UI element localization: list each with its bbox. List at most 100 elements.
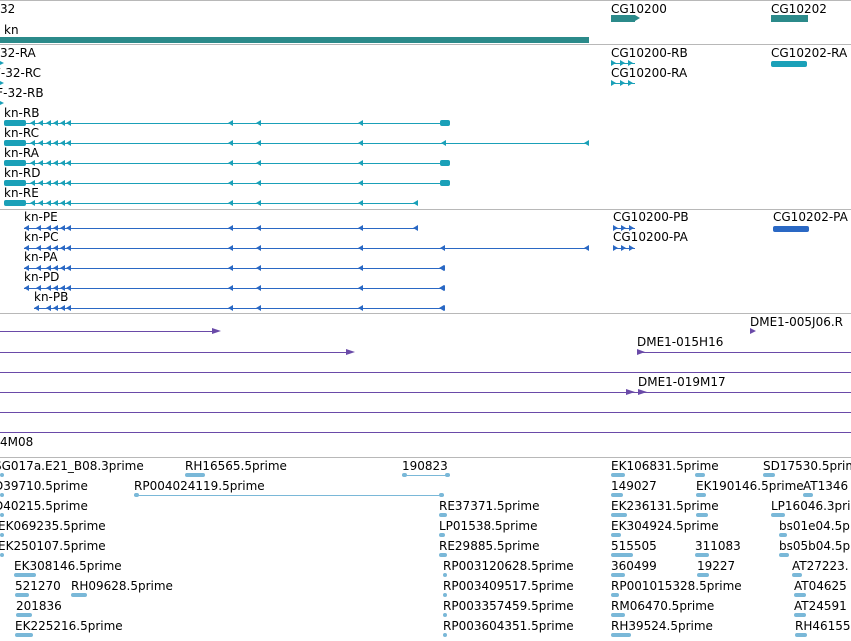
transcript-label[interactable]: kn-RA (4, 146, 39, 160)
transcript-exon[interactable] (4, 120, 26, 126)
transcript-label[interactable]: kn-RD (4, 166, 41, 180)
est-label[interactable]: EK250107.5prime (0, 539, 106, 553)
est-label[interactable]: RH46155 (795, 619, 851, 633)
transcript-intron[interactable] (4, 123, 450, 124)
clone-label[interactable]: 4M08 (0, 435, 34, 449)
protein-intron[interactable] (34, 308, 444, 309)
est-label[interactable]: RH39524.5prime (611, 619, 713, 633)
protein-intron[interactable] (24, 248, 589, 249)
clone-line[interactable] (0, 392, 851, 393)
clone-label[interactable]: DME1-005J06.R (750, 315, 844, 329)
est-feature[interactable] (71, 593, 87, 597)
est-feature[interactable] (443, 593, 447, 597)
est-label[interactable]: RH09628.5prime (71, 579, 173, 593)
est-feature[interactable] (611, 513, 627, 517)
transcript-intron[interactable] (4, 203, 418, 204)
est-feature[interactable] (134, 493, 139, 497)
protein-label[interactable]: kn-PB (34, 290, 69, 304)
est-label[interactable]: 190823 (402, 459, 448, 473)
gene-feature[interactable] (611, 15, 635, 22)
transcript-exon[interactable] (771, 61, 807, 67)
est-label[interactable]: EK225216.5prime (15, 619, 123, 633)
est-label[interactable]: AT27223. (792, 559, 849, 573)
est-label[interactable]: RP004024119.5prime (134, 479, 265, 493)
est-feature[interactable] (696, 513, 708, 517)
transcript-exon[interactable] (440, 120, 450, 126)
protein-label[interactable]: CG10202-PA (773, 210, 848, 224)
est-feature[interactable] (0, 473, 4, 477)
est-feature[interactable] (443, 613, 447, 617)
est-feature[interactable] (779, 553, 789, 557)
protein-intron[interactable] (24, 268, 444, 269)
transcript-exon[interactable] (440, 180, 450, 186)
protein-label[interactable]: kn-PA (24, 250, 58, 264)
est-label[interactable]: RP001015328.5prime (611, 579, 742, 593)
gene-label[interactable]: 32 (0, 2, 16, 16)
est-label[interactable]: RM06470.5prime (611, 599, 715, 613)
est-label[interactable]: AT04625 (794, 579, 847, 593)
est-label[interactable]: SG017a.E21_B08.3prime (0, 459, 144, 473)
est-feature[interactable] (611, 533, 621, 537)
est-label[interactable]: EK069235.5prime (0, 519, 106, 533)
transcript-label[interactable]: AF-32-RB (0, 86, 44, 100)
est-feature[interactable] (611, 573, 625, 577)
gene-feature[interactable] (771, 15, 808, 22)
clone-line[interactable] (0, 432, 851, 433)
protein-intron[interactable] (24, 288, 444, 289)
transcript-label[interactable]: 32-RA (0, 46, 36, 60)
protein-intron[interactable] (24, 228, 418, 229)
est-feature[interactable] (611, 633, 631, 637)
est-label[interactable]: RP003604351.5prime (443, 619, 574, 633)
clone-line[interactable] (0, 372, 851, 373)
est-label[interactable]: 521270 (15, 579, 61, 593)
est-label[interactable]: SD17530.5prime (763, 459, 851, 473)
est-feature[interactable] (0, 513, 4, 517)
est-feature[interactable] (185, 473, 205, 477)
transcript-exon[interactable] (4, 200, 26, 206)
transcript-label[interactable]: F-32-RC (0, 66, 41, 80)
est-label[interactable]: EK190146.5prime (696, 479, 804, 493)
est-feature[interactable] (0, 493, 4, 497)
est-label[interactable]: RP003120628.5prime (443, 559, 574, 573)
est-label[interactable]: LP16046.3prime (771, 499, 851, 513)
est-label[interactable]: bs01e04.5p (779, 519, 850, 533)
est-label[interactable]: AT1346 (803, 479, 849, 493)
gene-label[interactable]: CG10202 (771, 2, 827, 16)
est-feature[interactable] (795, 633, 807, 637)
est-label[interactable]: 515505 (611, 539, 657, 553)
est-feature[interactable] (0, 533, 4, 537)
est-feature[interactable] (611, 613, 625, 617)
est-label[interactable]: EK308146.5prime (14, 559, 122, 573)
est-feature[interactable] (439, 533, 445, 537)
est-feature[interactable] (794, 613, 806, 617)
est-feature[interactable] (771, 513, 785, 517)
est-feature[interactable] (779, 533, 787, 537)
protein-label[interactable]: kn-PC (24, 230, 59, 244)
est-label[interactable]: D39710.5prime (0, 479, 88, 493)
est-label[interactable]: bs05b04.5p (779, 539, 851, 553)
protein-label[interactable]: CG10200-PB (613, 210, 689, 224)
transcript-exon[interactable] (4, 160, 26, 166)
est-feature[interactable] (611, 553, 633, 557)
transcript-label[interactable]: CG10200-RB (611, 46, 688, 60)
est-label[interactable]: 19227 (697, 559, 736, 573)
est-feature[interactable] (15, 593, 29, 597)
clone-line[interactable] (0, 412, 851, 413)
est-feature[interactable] (439, 493, 444, 497)
protein-label[interactable]: kn-PE (24, 210, 58, 224)
est-label[interactable]: RP003409517.5prime (443, 579, 574, 593)
est-feature[interactable] (803, 493, 813, 497)
est-feature[interactable] (16, 613, 32, 617)
est-label[interactable]: 360499 (611, 559, 657, 573)
est-label[interactable]: EK106831.5prime (611, 459, 719, 473)
est-label[interactable]: EK304924.5prime (611, 519, 719, 533)
clone-line[interactable] (0, 352, 348, 353)
transcript-label[interactable]: kn-RC (4, 126, 40, 140)
est-feature[interactable] (792, 573, 802, 577)
clone-line[interactable] (0, 331, 213, 332)
protein-label[interactable]: kn-PD (24, 270, 60, 284)
est-label[interactable]: 311083 (695, 539, 741, 553)
est-label[interactable]: D40215.5prime (0, 499, 88, 513)
est-feature[interactable] (439, 553, 447, 557)
est-feature[interactable] (439, 513, 447, 517)
